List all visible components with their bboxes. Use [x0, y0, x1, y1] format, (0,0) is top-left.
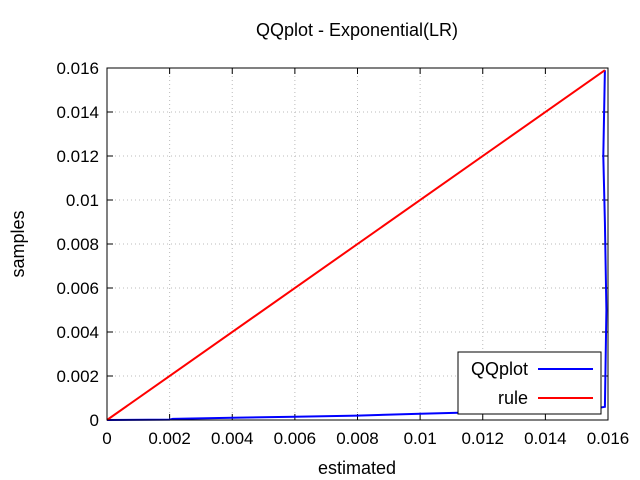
x-tick-label: 0.014 [524, 429, 567, 448]
x-axis-label: estimated [318, 458, 396, 478]
x-tick-label: 0.008 [336, 429, 379, 448]
x-tick-label: 0.002 [148, 429, 191, 448]
y-tick-label: 0.01 [66, 191, 99, 210]
x-tick-label: 0.012 [461, 429, 504, 448]
y-axis-label: samples [8, 210, 28, 277]
legend-box [457, 351, 602, 415]
chart-title: QQplot - Exponential(LR) [256, 20, 458, 40]
series-line-rule [106, 69, 606, 421]
x-tick-label: 0.004 [211, 429, 254, 448]
y-tick-label: 0.004 [56, 323, 99, 342]
plot-frame [106, 67, 609, 421]
legend-label: rule [498, 388, 528, 408]
y-tick-label: 0.012 [56, 147, 99, 166]
y-tick-label: 0.002 [56, 367, 99, 386]
y-tick-label: 0.006 [56, 279, 99, 298]
y-tick-label: 0.014 [56, 103, 99, 122]
x-tick-label: 0.016 [587, 429, 630, 448]
ticks: 0 0.002 0.004 0.006 0.008 0.01 0.012 0.014 0.016… [56, 59, 629, 448]
x-tick-label: 0 [102, 429, 111, 448]
legend-label: QQplot [471, 359, 528, 379]
y-tick-label: 0 [90, 411, 99, 430]
y-tick-label: 0.016 [56, 59, 99, 78]
x-tick-label: 0.006 [274, 429, 317, 448]
legend: QQplot rule [457, 351, 602, 415]
y-tick-label: 0.008 [56, 235, 99, 254]
x-tick-label: 0.01 [404, 429, 437, 448]
